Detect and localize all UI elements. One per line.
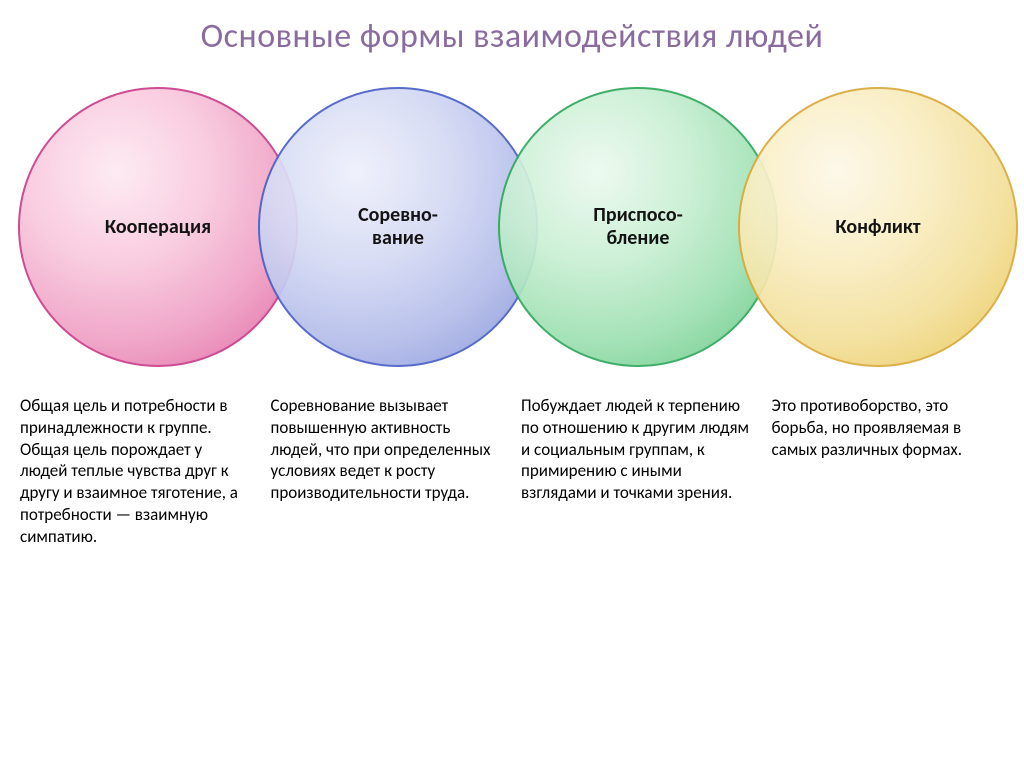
desc-conflict: Это противоборство, это борьба, но прояв… <box>772 395 1005 547</box>
page-title: Основные формы взаимодействия людей <box>0 0 1024 57</box>
circle-conflict: Конфликт <box>738 87 1018 367</box>
desc-cooperation: Общая цель и потребности в принадлежност… <box>20 395 253 547</box>
circle-competition: Соревно- вание <box>258 87 538 367</box>
desc-adaptation: Побуждает людей к терпению по отношению … <box>521 395 754 547</box>
circle-label-cooperation: Кооперация <box>105 216 211 239</box>
circle-label-conflict: Конфликт <box>835 216 920 239</box>
venn-circles-row: Кооперация Соревно- вание Приспосо- блен… <box>0 77 1024 387</box>
circle-cooperation: Кооперация <box>18 87 298 367</box>
desc-competition: Соревнование вызывает повышенную активно… <box>271 395 504 547</box>
circle-adaptation: Приспосо- бление <box>498 87 778 367</box>
descriptions-row: Общая цель и потребности в принадлежност… <box>0 395 1024 547</box>
circle-label-competition: Соревно- вание <box>358 204 438 250</box>
circle-label-adaptation: Приспосо- бление <box>593 204 683 250</box>
